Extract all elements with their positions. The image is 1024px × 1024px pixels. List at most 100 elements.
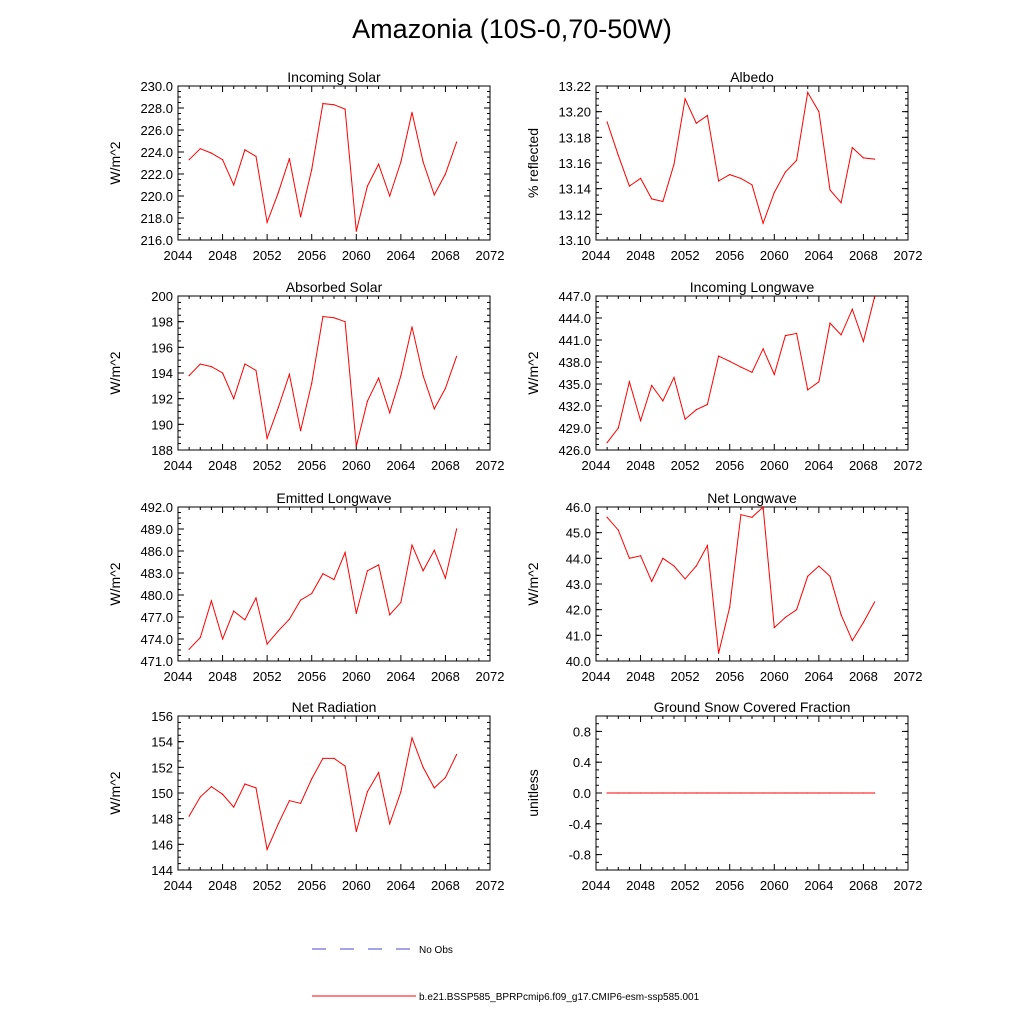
y-tick-label: 474.0 [140, 632, 173, 647]
data-point [606, 121, 608, 123]
x-tick-label: 2060 [760, 878, 789, 893]
data-point [695, 122, 697, 124]
data-point [444, 387, 447, 389]
data-point [377, 377, 380, 379]
data-point [673, 376, 675, 378]
data-point [244, 363, 246, 365]
x-tick-label: 2060 [760, 248, 789, 263]
data-point [684, 418, 686, 420]
panels: Incoming Solar W/m^2 2044 2048 2052 2056 2060 2… [107, 69, 922, 893]
data-point [639, 420, 642, 422]
data-point [277, 823, 279, 825]
data-point [455, 141, 458, 143]
data-point [717, 792, 720, 794]
x-tick-label: 2056 [297, 669, 326, 684]
x-tick-label: 2068 [431, 878, 460, 893]
data-point [422, 570, 424, 572]
data-point [751, 516, 753, 518]
y-tick-label: 218.0 [140, 211, 173, 226]
x-tick-label: 2064 [386, 878, 415, 893]
data-point [299, 216, 302, 218]
data-point [851, 639, 853, 642]
y-axis-label: W/m^2 [525, 351, 541, 394]
y-tick-label: 13.14 [558, 182, 591, 197]
data-point [617, 154, 619, 156]
data-point [829, 792, 831, 794]
data-point [400, 374, 402, 377]
chart-panel-4: Incoming Longwave W/m^2 2044 2048 2052 2056 20… [525, 279, 922, 473]
data-point [818, 381, 820, 383]
data-point [455, 355, 458, 357]
data-point [729, 792, 731, 794]
data-point [400, 791, 402, 793]
data-point [873, 158, 876, 160]
data-point [411, 544, 413, 546]
data-point [255, 787, 257, 789]
y-axis-label: W/m^2 [107, 562, 123, 605]
x-tick-label: 2072 [894, 878, 923, 893]
data-point [751, 792, 753, 794]
data-point [606, 442, 608, 444]
data-point [344, 551, 346, 554]
data-point [617, 792, 619, 794]
data-point [628, 185, 631, 187]
page-title: Amazonia (10S-0,70-50W) [352, 14, 672, 44]
plot-frame [595, 506, 909, 662]
data-point [795, 159, 798, 162]
x-tick-label: 2072 [894, 248, 923, 263]
data-point [706, 792, 709, 794]
data-point [762, 348, 764, 350]
y-tick-label: 228.0 [140, 101, 173, 116]
data-point [639, 555, 642, 557]
x-tick-label: 2048 [626, 669, 655, 684]
data-point [795, 609, 798, 611]
y-tick-label: 40.0 [566, 654, 591, 669]
chart-panel-3: Absorbed Solar W/m^2 2044 2048 2052 2056 2060 2… [107, 279, 504, 473]
data-point [411, 111, 413, 113]
data-point [199, 796, 201, 798]
x-tick-label: 2044 [582, 669, 611, 684]
data-point [751, 371, 753, 373]
plot-frame [177, 715, 491, 871]
data-point [729, 173, 731, 176]
x-tick-label: 2052 [253, 458, 282, 473]
x-tick-label: 2052 [253, 248, 282, 263]
x-tick-label: 2056 [297, 248, 326, 263]
legend-obs-label: No Obs [419, 945, 453, 956]
y-tick-label: 216.0 [140, 233, 173, 248]
data-point [389, 195, 391, 197]
data-point [233, 610, 235, 612]
data-point [221, 372, 224, 374]
x-tick-label: 2048 [208, 878, 237, 893]
data-point [829, 189, 831, 191]
y-tick-label: 198 [151, 315, 173, 330]
y-tick-label: 226.0 [140, 123, 173, 138]
y-tick-label: 13.20 [558, 105, 591, 120]
data-point [662, 557, 664, 559]
y-tick-label: 154 [151, 735, 173, 750]
data-point [740, 366, 742, 368]
data-point [355, 445, 357, 447]
data-point [355, 612, 357, 614]
data-point [840, 792, 842, 794]
y-tick-label: 432.0 [558, 399, 591, 414]
data-point [244, 619, 246, 621]
y-tick-label: 146 [151, 837, 173, 852]
x-tick-label: 2048 [208, 669, 237, 684]
x-tick-label: 2044 [164, 669, 193, 684]
data-point [784, 792, 787, 794]
data-point [617, 427, 619, 429]
series-line [606, 505, 876, 654]
x-tick-label: 2064 [804, 669, 833, 684]
x-tick-label: 2064 [804, 878, 833, 893]
data-point [795, 792, 798, 794]
plot-frame [595, 85, 909, 241]
chart-title: Incoming Solar [287, 69, 381, 85]
data-point [433, 408, 435, 410]
data-point [311, 382, 313, 384]
data-point [377, 564, 380, 566]
data-point [851, 792, 853, 794]
data-point [422, 374, 424, 377]
data-point [411, 326, 413, 328]
